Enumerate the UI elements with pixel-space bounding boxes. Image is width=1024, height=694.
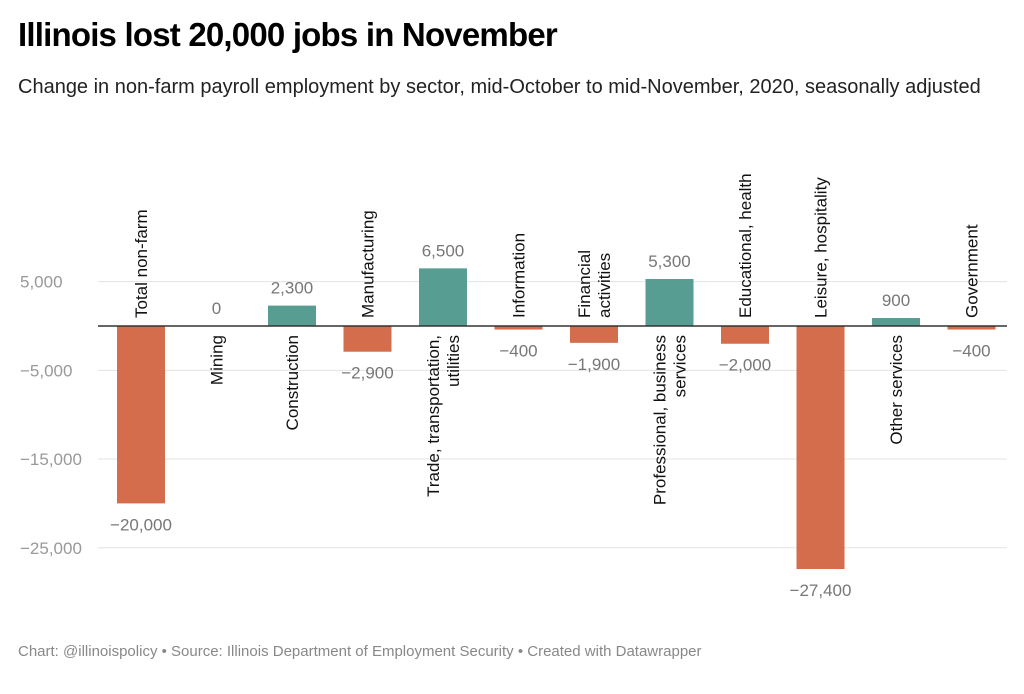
category-label-line: Other services xyxy=(887,335,906,445)
y-tick-label: −15,000 xyxy=(20,450,82,469)
category-label-line: Professional, business xyxy=(651,335,670,505)
bar xyxy=(570,326,618,343)
chart-footer: Chart: @illinoispolicy • Source: Illinoi… xyxy=(18,643,702,660)
category-label: Leisure, hospitality xyxy=(812,177,831,318)
category-label-line: utilities xyxy=(444,335,463,387)
category-label-line: Leisure, hospitality xyxy=(812,177,831,318)
bar xyxy=(872,318,920,326)
category-label: Total non-farm xyxy=(132,209,151,318)
value-label: 0 xyxy=(212,299,221,318)
category-label-line: Construction xyxy=(283,335,302,430)
bar xyxy=(268,305,316,326)
category-label: Construction xyxy=(283,335,302,430)
bar xyxy=(494,326,543,330)
value-label: −2,000 xyxy=(719,356,771,375)
y-tick-label: 5,000 xyxy=(20,273,63,292)
category-label-line: Government xyxy=(963,224,982,318)
value-label: −400 xyxy=(952,342,990,361)
category-label: Mining xyxy=(208,335,227,385)
value-label: −400 xyxy=(499,342,537,361)
category-label: Trade, transportation, utilities xyxy=(424,335,463,497)
category-label-line: Trade, transportation, xyxy=(424,335,443,497)
category-label-line: services xyxy=(671,335,690,397)
value-label: −1,900 xyxy=(568,355,620,374)
bar xyxy=(721,326,769,344)
category-label: Financial activities xyxy=(575,250,614,318)
category-label-line: Financial xyxy=(575,250,594,318)
y-tick-label: −5,000 xyxy=(20,361,72,380)
value-label: 5,300 xyxy=(648,252,691,271)
bar xyxy=(645,278,694,326)
category-label: Government xyxy=(963,224,982,318)
category-label: Professional, business services xyxy=(651,335,690,505)
category-label-line: Educational, health xyxy=(736,173,755,318)
chart-title: Illinois lost 20,000 jobs in November xyxy=(18,16,558,53)
category-label: Educational, health xyxy=(736,173,755,318)
value-label: −2,900 xyxy=(341,364,393,383)
value-label: 900 xyxy=(882,291,910,310)
category-label-line: Mining xyxy=(208,335,227,385)
value-label: −20,000 xyxy=(110,515,172,534)
category-label-line: Information xyxy=(510,233,529,318)
chart-subtitle: Change in non-farm payroll employment by… xyxy=(18,76,981,98)
category-label: Information xyxy=(510,233,529,318)
bar xyxy=(796,326,845,570)
category-label: Manufacturing xyxy=(359,210,378,318)
bar xyxy=(117,326,165,504)
value-label: 2,300 xyxy=(271,279,314,298)
y-tick-label: −25,000 xyxy=(20,539,82,558)
category-label-line: Manufacturing xyxy=(359,210,378,318)
value-label: −27,400 xyxy=(790,581,852,600)
category-label-line: Total non-farm xyxy=(132,209,151,318)
bar xyxy=(419,268,467,326)
category-label-line: activities xyxy=(595,253,614,318)
category-label: Other services xyxy=(887,335,906,445)
bar xyxy=(343,326,392,352)
value-label: 6,500 xyxy=(422,241,465,260)
bar xyxy=(947,326,996,330)
